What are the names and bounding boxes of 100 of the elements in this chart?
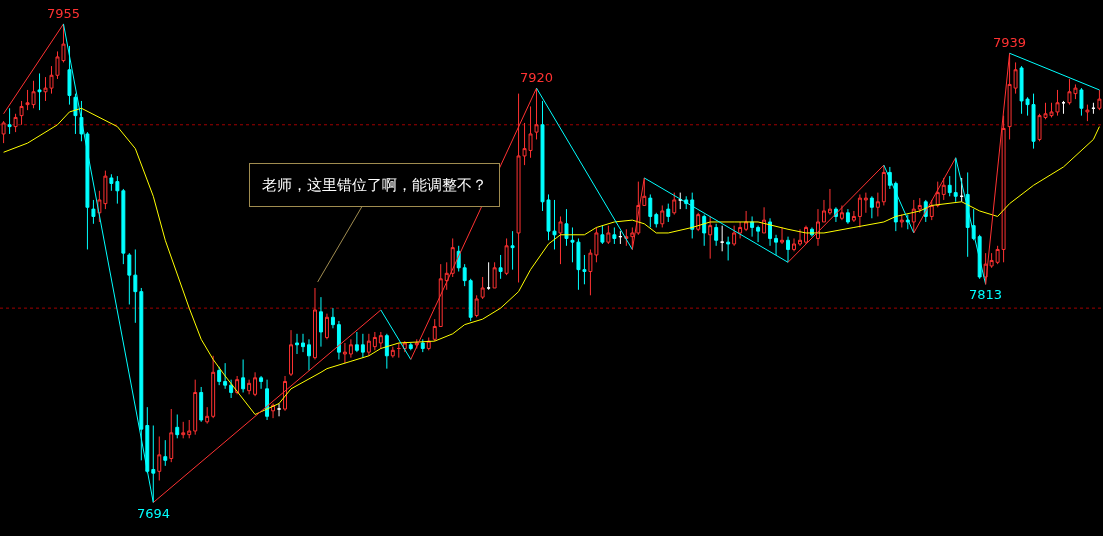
candlestick bbox=[223, 362, 228, 390]
candlestick bbox=[289, 329, 293, 377]
candlestick bbox=[354, 331, 359, 353]
candlestick bbox=[145, 406, 150, 474]
candlestick bbox=[169, 408, 174, 463]
candlestick bbox=[408, 342, 413, 351]
candlestick bbox=[480, 276, 485, 300]
candlestick bbox=[378, 331, 383, 349]
candlestick bbox=[780, 226, 785, 245]
annotation: 7955 bbox=[47, 6, 81, 21]
candlestick bbox=[73, 93, 78, 135]
candlestick bbox=[762, 206, 767, 234]
annotation: 7920 bbox=[520, 70, 554, 85]
candlestick bbox=[899, 214, 904, 228]
candlestick bbox=[863, 192, 868, 214]
candlestick bbox=[798, 228, 802, 247]
candlestick bbox=[432, 318, 437, 342]
candlestick bbox=[342, 342, 347, 364]
candlestick bbox=[462, 263, 467, 287]
candlestick bbox=[839, 204, 844, 221]
candlestick bbox=[372, 331, 377, 351]
candlestick bbox=[1061, 100, 1066, 115]
candlestick bbox=[702, 214, 707, 247]
candlestick bbox=[678, 192, 683, 210]
candlestick bbox=[450, 237, 455, 278]
candlestick bbox=[738, 221, 743, 239]
candlestick bbox=[217, 366, 222, 386]
annotation: 老师，这里错位了啊，能调整不？ bbox=[262, 176, 487, 194]
candlestick bbox=[606, 225, 611, 245]
candlestick bbox=[360, 333, 365, 359]
candlestick bbox=[175, 413, 180, 439]
candlestick bbox=[444, 261, 449, 291]
candlestick bbox=[666, 203, 671, 223]
candlestick bbox=[558, 215, 563, 265]
candlestick bbox=[438, 263, 443, 327]
candlestick bbox=[857, 193, 862, 228]
candlestick bbox=[714, 223, 719, 247]
candlestick bbox=[307, 338, 311, 371]
candlestick bbox=[654, 212, 659, 228]
candlestick bbox=[600, 225, 605, 245]
candlestick bbox=[612, 226, 617, 245]
candlestick bbox=[390, 346, 395, 359]
annotation: 7939 bbox=[993, 35, 1027, 50]
candlestick bbox=[905, 214, 910, 230]
candlestick bbox=[324, 313, 329, 340]
candlestick bbox=[875, 192, 880, 217]
candlestick bbox=[37, 72, 42, 111]
candlestick bbox=[1091, 102, 1096, 115]
candlestick bbox=[13, 113, 18, 133]
candlestick bbox=[648, 193, 653, 228]
candlestick bbox=[468, 278, 473, 322]
candlestick bbox=[7, 107, 12, 135]
candlestick bbox=[486, 261, 491, 291]
candlestick bbox=[869, 195, 874, 219]
candlestick bbox=[229, 379, 234, 399]
candlestick bbox=[750, 215, 755, 238]
candlestick bbox=[301, 333, 305, 353]
candlestick bbox=[696, 212, 701, 232]
candlestick bbox=[259, 375, 264, 390]
candlestick bbox=[756, 225, 761, 243]
candlestick bbox=[426, 336, 431, 351]
candlestick bbox=[91, 199, 96, 225]
candlestick bbox=[181, 421, 186, 439]
candlestick bbox=[564, 208, 569, 247]
candlestick bbox=[917, 197, 922, 214]
candlestick bbox=[318, 296, 323, 348]
candlestick bbox=[510, 230, 515, 271]
candlestick bbox=[821, 199, 826, 223]
candlestick bbox=[384, 333, 389, 370]
candlestick bbox=[420, 338, 425, 353]
candlestick bbox=[845, 208, 850, 225]
candlestick bbox=[708, 215, 713, 260]
candlestick bbox=[774, 234, 779, 256]
candlestick bbox=[618, 230, 623, 245]
candlestick bbox=[660, 204, 665, 228]
candlestick bbox=[690, 192, 695, 239]
candlestick bbox=[330, 307, 335, 329]
candlestick bbox=[959, 177, 964, 203]
candlestick bbox=[965, 171, 970, 258]
candlestick bbox=[121, 188, 126, 265]
candlestick bbox=[205, 406, 210, 425]
candlestick bbox=[253, 371, 258, 397]
candlestick bbox=[67, 45, 72, 106]
candlestick bbox=[720, 225, 725, 252]
annotation: 7694 bbox=[137, 506, 171, 521]
candlestick bbox=[929, 199, 934, 221]
candlestick bbox=[827, 188, 832, 216]
candlestick bbox=[139, 287, 144, 461]
candlestick bbox=[726, 236, 731, 261]
candlestick bbox=[235, 375, 240, 395]
candlestick bbox=[684, 195, 689, 210]
candlestick bbox=[127, 252, 132, 305]
candlestick bbox=[498, 254, 503, 280]
candlestick bbox=[163, 439, 168, 467]
candlestick bbox=[348, 338, 353, 359]
candlestick bbox=[115, 175, 120, 205]
candlestick bbox=[109, 173, 114, 192]
candlestick bbox=[396, 342, 401, 359]
candlestick bbox=[187, 419, 192, 439]
candlestick bbox=[336, 320, 341, 360]
